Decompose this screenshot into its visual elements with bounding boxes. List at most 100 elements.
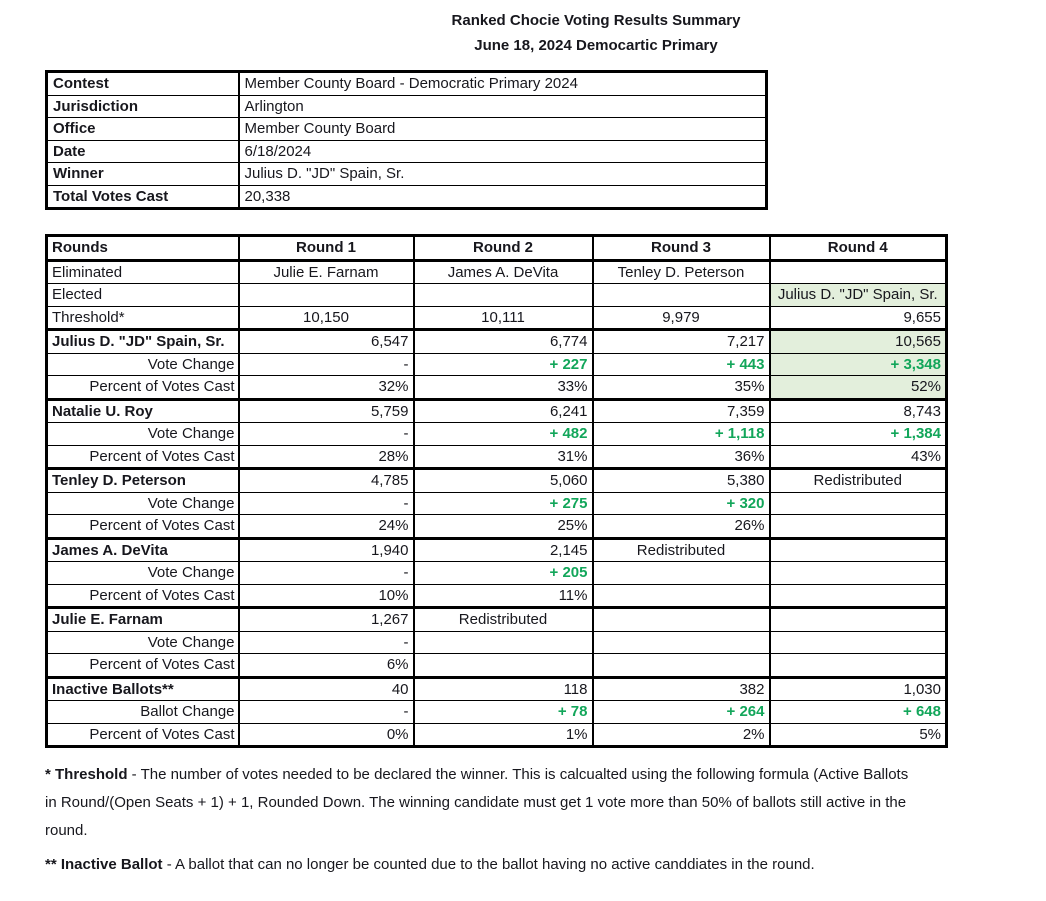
percent-row: Percent of Votes Cast 32% 33% 35% 52%: [45, 375, 948, 400]
change-label: Ballot Change: [45, 700, 240, 724]
report-title-line2: June 18, 2024 Democartic Primary: [474, 37, 718, 54]
candidate-name: Tenley D. Peterson: [45, 467, 240, 493]
percent-cell: 31%: [412, 444, 594, 469]
votes-cell: [768, 606, 948, 632]
info-value: Julius D. "JD" Spain, Sr.: [238, 162, 767, 186]
votes-cell: 8,743: [768, 397, 948, 423]
eliminated-value: James A. DeVita: [412, 259, 594, 284]
info-label: Winner: [46, 162, 240, 186]
percent-cell: 5%: [768, 722, 948, 747]
change-label: Vote Change: [45, 491, 240, 515]
change-cell: -: [237, 491, 415, 515]
info-row: Contest Member County Board - Democratic…: [46, 71, 767, 96]
percent-cell: [591, 653, 771, 678]
candidate-row: Inactive Ballots** 40 118 382 1,030: [45, 675, 948, 701]
change-cell: + 482: [412, 422, 594, 446]
votes-cell: 4,785: [237, 467, 415, 493]
elected-value: Julius D. "JD" Spain, Sr.: [768, 283, 948, 307]
threshold-value: 9,655: [768, 305, 948, 330]
percent-label: Percent of Votes Cast: [45, 722, 240, 747]
change-cell: + 1,384: [768, 422, 948, 446]
percent-cell: 28%: [237, 444, 415, 469]
change-cell: [412, 630, 594, 654]
votes-cell: 6,547: [237, 328, 415, 354]
rounds-header-label: Rounds: [45, 235, 240, 262]
footnotes: * Threshold - The number of votes needed…: [45, 761, 1005, 879]
votes-cell: Redistributed: [768, 467, 948, 493]
percent-row: Percent of Votes Cast 24% 25% 26%: [45, 514, 948, 539]
eliminated-value: Tenley D. Peterson: [591, 259, 771, 284]
percent-label: Percent of Votes Cast: [45, 444, 240, 469]
info-label: Office: [46, 117, 240, 141]
vote-change-row: Vote Change - + 275 + 320: [45, 491, 948, 515]
footnote-inactive: ** Inactive Ballot - A ballot that can n…: [45, 851, 1005, 879]
round-column-header: Round 1: [237, 235, 415, 262]
report-title: Ranked Chocie Voting Results Summary Jun…: [146, 8, 1046, 58]
change-cell: + 78: [412, 700, 594, 724]
info-row: Office Member County Board: [46, 117, 767, 141]
footnote-threshold: * Threshold - The number of votes needed…: [45, 761, 1005, 845]
change-label: Vote Change: [45, 630, 240, 654]
rounds-header-row: Rounds Round 1 Round 2 Round 3 Round 4: [45, 235, 948, 262]
change-cell: -: [237, 700, 415, 724]
info-value: Member County Board: [238, 117, 767, 141]
info-row: Winner Julius D. "JD" Spain, Sr.: [46, 162, 767, 186]
candidate-row: Natalie U. Roy 5,759 6,241 7,359 8,743: [45, 397, 948, 423]
candidate-name: James A. DeVita: [45, 536, 240, 562]
info-label: Total Votes Cast: [46, 184, 240, 209]
votes-cell: Redistributed: [591, 536, 771, 562]
votes-cell: 2,145: [412, 536, 594, 562]
percent-cell: 36%: [591, 444, 771, 469]
percent-row: Percent of Votes Cast 28% 31% 36% 43%: [45, 444, 948, 469]
elected-value: [237, 283, 415, 307]
percent-cell: [768, 583, 948, 608]
eliminated-value: Julie E. Farnam: [237, 259, 415, 284]
votes-cell: 118: [412, 675, 594, 701]
candidate-name: Julie E. Farnam: [45, 606, 240, 632]
round-column-header: Round 4: [768, 235, 948, 262]
candidate-row: Julie E. Farnam 1,267 Redistributed: [45, 606, 948, 632]
threshold-row: Threshold* 10,150 10,111 9,979 9,655: [45, 305, 948, 330]
percent-cell: 32%: [237, 375, 415, 400]
info-row: Date 6/18/2024: [46, 139, 767, 163]
votes-cell: 1,267: [237, 606, 415, 632]
vote-change-row: Vote Change -: [45, 630, 948, 654]
votes-cell: 1,940: [237, 536, 415, 562]
report-title-line1: Ranked Chocie Voting Results Summary: [451, 12, 741, 29]
votes-cell: 6,774: [412, 328, 594, 354]
votes-cell: 5,060: [412, 467, 594, 493]
change-label: Vote Change: [45, 561, 240, 585]
footnote-threshold-line2: in Round/(Open Seats + 1) + 1, Rounded D…: [45, 794, 907, 811]
percent-cell: 2%: [591, 722, 771, 747]
percent-cell: [591, 583, 771, 608]
change-cell: -: [237, 561, 415, 585]
change-cell: + 264: [591, 700, 771, 724]
percent-cell: 11%: [412, 583, 594, 608]
change-cell: + 320: [591, 491, 771, 515]
candidate-row: James A. DeVita 1,940 2,145 Redistributed: [45, 536, 948, 562]
eliminated-row: Eliminated Julie E. Farnam James A. DeVita…: [45, 259, 948, 284]
change-cell: + 3,348: [768, 352, 948, 376]
percent-cell: 26%: [591, 514, 771, 539]
rounds-results-body: Rounds Round 1 Round 2 Round 3 Round 4 Elimin…: [45, 235, 948, 747]
percent-row: Percent of Votes Cast 0% 1% 2% 5%: [45, 722, 948, 747]
change-cell: + 1,118: [591, 422, 771, 446]
votes-cell: 382: [591, 675, 771, 701]
rounds-results-table: Rounds Round 1 Round 2 Round 3 Round 4 Elimin…: [45, 234, 948, 748]
threshold-value: 10,150: [237, 305, 415, 330]
percent-cell: [768, 514, 948, 539]
eliminated-label: Eliminated: [45, 259, 240, 284]
percent-cell: 0%: [237, 722, 415, 747]
threshold-label: Threshold*: [45, 305, 240, 330]
percent-cell: 6%: [237, 653, 415, 678]
percent-row: Percent of Votes Cast 10% 11%: [45, 583, 948, 608]
info-label: Jurisdiction: [46, 94, 240, 118]
vote-change-row: Vote Change - + 227 + 443 + 3,348: [45, 352, 948, 376]
footnote-threshold-term: * Threshold: [45, 766, 128, 783]
change-cell: + 205: [412, 561, 594, 585]
round-column-header: Round 2: [412, 235, 594, 262]
votes-cell: 7,217: [591, 328, 771, 354]
elected-value: [412, 283, 594, 307]
change-cell: [768, 561, 948, 585]
change-cell: [768, 491, 948, 515]
